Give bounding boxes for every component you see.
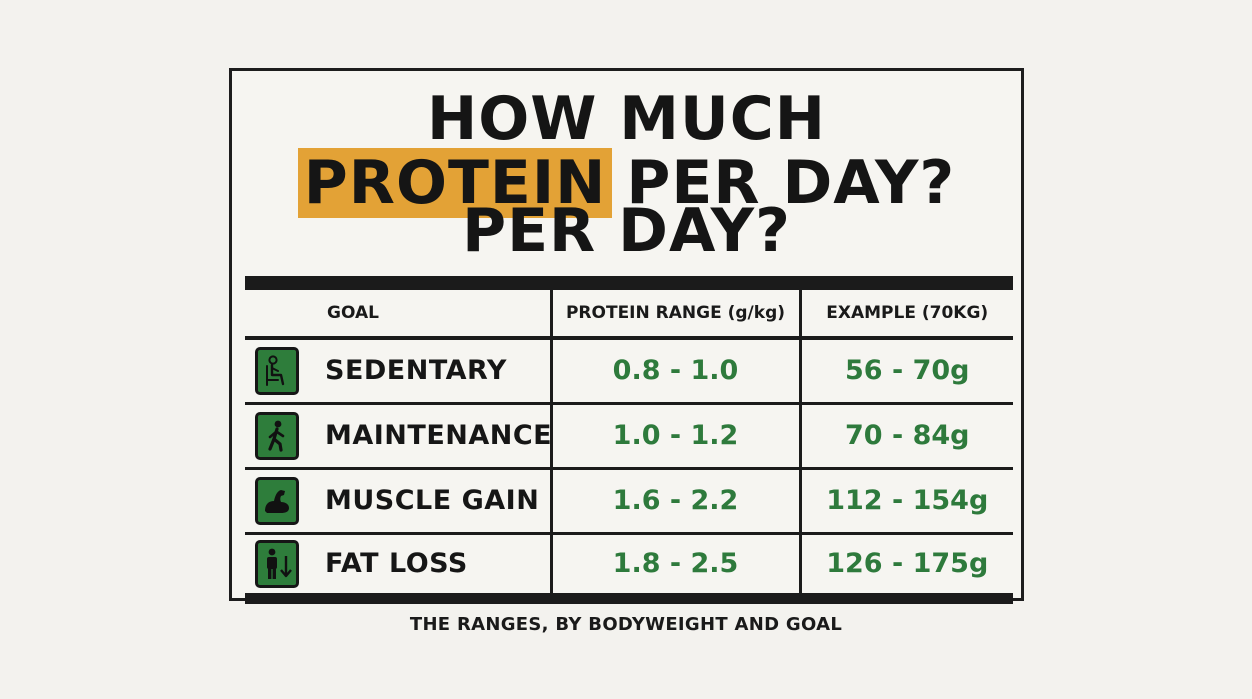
goal-cell: SEDENTARY [245,338,551,405]
goal-cell: FAT LOSS [245,533,551,604]
goal-cell: MUSCLE GAIN [245,468,551,535]
caption: THE RANGES, BY BODYWEIGHT AND GOAL [409,614,843,635]
person-down-arrow-icon [255,539,299,588]
flexed-arm-icon [255,476,299,525]
table-row: SEDENTARY 0.8 - 1.0 56 - 70g [245,338,1013,405]
table-row: FAT LOSS 1.8 - 2.5 126 - 175g [245,533,1013,604]
goal-label: FAT LOSS [325,548,468,579]
table-header-row: GOAL PROTEIN RANGE (g/kg) EXAMPLE (70KG) [245,276,1013,340]
goal-label: MAINTENANCE [325,420,553,451]
goal-cell: MAINTENANCE [245,403,553,470]
protein-range-value: 0.8 - 1.0 [549,338,800,405]
protein-range-value: 1.6 - 2.2 [549,468,800,535]
title-highlight-protein: PROTEIN [297,148,613,218]
protein-table: GOAL PROTEIN RANGE (g/kg) EXAMPLE (70KG) [245,276,1013,604]
header-example: EXAMPLE (70KG) [798,276,1013,340]
protein-range-value: 1.8 - 2.5 [549,533,800,604]
title-line-2: PROTEIN PER DAY? [232,148,1021,218]
title-line-1: HOW MUCH [427,84,826,154]
header-protein-range: PROTEIN RANGE (g/kg) [549,276,800,340]
walking-person-icon [255,411,299,460]
table-row: MUSCLE GAIN 1.6 - 2.2 112 - 154g [245,468,1013,535]
title-line-3: PER DAY? [462,196,791,266]
sitting-person-icon [255,346,299,395]
example-value: 126 - 175g [798,533,1013,604]
protein-infographic-card: HOW MUCH PROTEIN PER DAY? PER DAY? GOAL P… [229,68,1024,604]
goal-label: MUSCLE GAIN [325,485,540,516]
table-row: MAINTENANCE 1.0 - 1.2 70 - 84g [245,403,1013,470]
example-value: 112 - 154g [798,468,1013,535]
example-value: 56 - 70g [798,338,1013,405]
example-value: 70 - 84g [798,403,1013,470]
goal-label: SEDENTARY [325,355,507,387]
header-goal: GOAL [245,276,551,340]
protein-range-value: 1.0 - 1.2 [549,403,800,470]
title-line-2-rest: PER DAY? [626,148,956,218]
